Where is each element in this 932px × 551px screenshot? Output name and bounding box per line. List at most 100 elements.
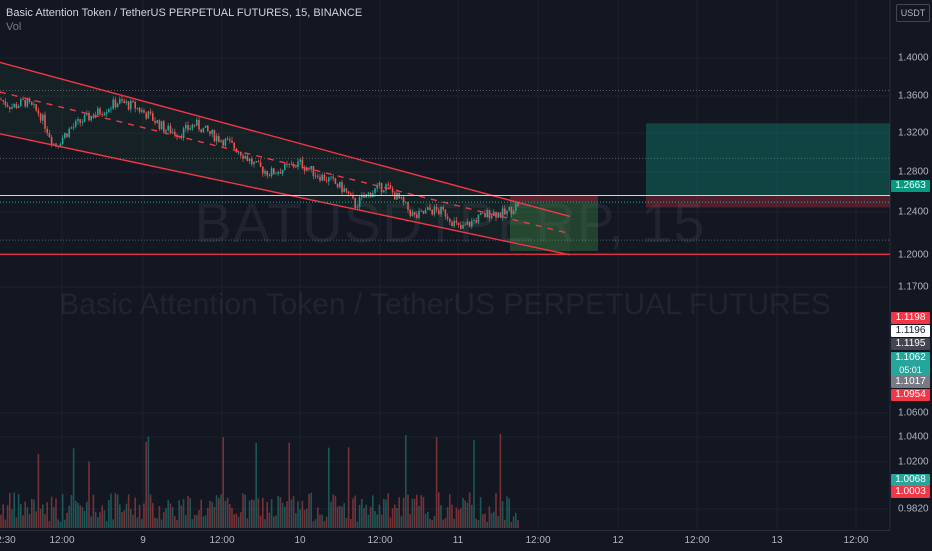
volume-bar bbox=[2, 504, 4, 528]
volume-bar bbox=[484, 513, 486, 528]
candle-body bbox=[380, 182, 383, 193]
time-axis[interactable]: 2:30 12:00 9 12:00 10 12:00 11 12:00 12 … bbox=[0, 530, 890, 551]
candle-body bbox=[9, 106, 11, 109]
candle-body bbox=[64, 133, 66, 138]
volume-bar bbox=[149, 494, 152, 528]
candle-body bbox=[33, 104, 35, 105]
volume-bar bbox=[171, 507, 174, 528]
volume-bar bbox=[284, 506, 286, 528]
candle-body bbox=[506, 210, 508, 215]
volume-bar bbox=[72, 448, 75, 528]
candle-body bbox=[413, 212, 416, 215]
candle-body bbox=[174, 131, 176, 136]
candle-body bbox=[204, 125, 207, 128]
volume-bar bbox=[431, 520, 433, 528]
symbol-watermark: BATUSDTPERP, 15 bbox=[194, 191, 706, 254]
volume-bar bbox=[17, 494, 20, 528]
candle-body bbox=[273, 168, 275, 175]
volume-bar bbox=[339, 505, 341, 528]
candle-body bbox=[42, 114, 44, 121]
candle-body bbox=[79, 119, 81, 123]
volume-bar bbox=[114, 493, 117, 528]
price-tick: 1.2000 bbox=[898, 249, 929, 261]
candle-body bbox=[48, 133, 51, 138]
symbol-title[interactable]: Basic Attention Token / TetherUS PERPETU… bbox=[6, 7, 363, 19]
volume-bar bbox=[264, 519, 266, 528]
volume-bar bbox=[154, 517, 156, 528]
candle-body bbox=[200, 129, 202, 133]
time-label: 9 bbox=[140, 535, 146, 546]
candle-body bbox=[108, 109, 110, 113]
candle-body bbox=[339, 181, 341, 188]
volume-bar bbox=[497, 515, 499, 528]
candle-body bbox=[167, 125, 169, 131]
volume-bar bbox=[160, 519, 163, 528]
volume-bar bbox=[466, 502, 469, 528]
volume-bar bbox=[33, 499, 35, 528]
candle-body bbox=[6, 104, 9, 107]
candle-body bbox=[218, 136, 220, 142]
volume-bar bbox=[26, 507, 29, 528]
volume-bar bbox=[361, 498, 363, 528]
volume-bar bbox=[119, 504, 121, 528]
candle-body bbox=[138, 107, 141, 112]
candle-body bbox=[361, 195, 363, 198]
volume-bar bbox=[145, 441, 147, 528]
price-axis[interactable]: 1.4000 1.3600 1.3200 1.2800 1.2400 1.200… bbox=[890, 0, 932, 530]
chart-legend: Basic Attention Token / TetherUS PERPETU… bbox=[6, 6, 362, 34]
candle-body bbox=[268, 175, 271, 177]
long-target-zone bbox=[646, 123, 890, 196]
volume-bar bbox=[182, 499, 185, 528]
candle-body bbox=[363, 195, 365, 198]
volume-bar bbox=[125, 503, 128, 528]
volume-bar bbox=[422, 497, 425, 528]
currency-button[interactable]: USDT bbox=[896, 4, 930, 22]
volume-bar bbox=[50, 496, 53, 528]
candle-body bbox=[314, 175, 317, 177]
volume-bar bbox=[152, 503, 154, 528]
volume-bar bbox=[218, 498, 220, 528]
volume-bar bbox=[92, 494, 95, 528]
candle-body bbox=[279, 172, 282, 174]
volume-bars bbox=[0, 433, 519, 528]
candle-body bbox=[284, 163, 286, 170]
candle-body bbox=[237, 151, 240, 153]
candle-body bbox=[53, 143, 55, 145]
line-level-tag: 1.1195 bbox=[891, 338, 930, 350]
candle-body bbox=[334, 178, 337, 184]
candle-body bbox=[391, 188, 394, 193]
candle-body bbox=[262, 166, 264, 174]
candle-body bbox=[246, 156, 249, 162]
candle-body bbox=[277, 172, 279, 174]
volume-bar bbox=[90, 516, 92, 528]
volume-bar bbox=[156, 518, 158, 528]
candle-body bbox=[444, 209, 447, 217]
candle-body bbox=[13, 104, 15, 108]
candle-body bbox=[17, 105, 20, 108]
volume-bar bbox=[405, 435, 407, 528]
volume-bar bbox=[6, 505, 9, 528]
candle-body bbox=[286, 163, 288, 165]
price-tick: 1.2400 bbox=[898, 206, 929, 218]
candle-body bbox=[475, 220, 477, 223]
volume-bar bbox=[279, 497, 282, 528]
candle-body bbox=[400, 197, 403, 199]
volume-bar bbox=[495, 492, 497, 528]
volume-bar bbox=[9, 492, 11, 528]
volume-bar bbox=[163, 512, 165, 528]
candle-body bbox=[134, 101, 136, 109]
volume-bar bbox=[391, 508, 394, 528]
volume-indicator-label[interactable]: Vol bbox=[6, 21, 22, 33]
candle-body bbox=[317, 175, 319, 177]
candle-body bbox=[207, 125, 209, 132]
volume-bar bbox=[15, 517, 18, 528]
take-profit-tag: 1.0068 bbox=[891, 474, 930, 486]
candle-body bbox=[490, 215, 493, 218]
volume-bar bbox=[409, 514, 411, 528]
time-label: 12:00 bbox=[367, 535, 393, 546]
volume-bar bbox=[64, 519, 66, 528]
candle-body bbox=[350, 193, 352, 195]
candle-body bbox=[422, 210, 425, 214]
